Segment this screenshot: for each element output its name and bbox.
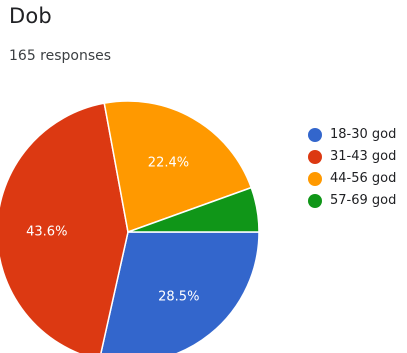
pie-slice-31-43-god[interactable] [0, 102, 129, 353]
response-count: 165 responses [9, 48, 112, 64]
legend-swatch [308, 127, 322, 142]
question-title: Dob [9, 4, 52, 28]
legend-swatch [308, 149, 322, 164]
pie-slice-18-30-god[interactable] [99, 231, 260, 353]
slice-data-label: 28.5% [158, 289, 199, 304]
legend-label: 44-56 god [330, 171, 397, 186]
legend-item[interactable]: 18-30 god [308, 124, 396, 145]
legend-label: 57-69 god [330, 193, 397, 208]
legend-label: 18-30 god [330, 127, 397, 142]
legend-swatch [308, 171, 322, 186]
pie-slice-57-69-god[interactable] [127, 186, 260, 233]
legend-item[interactable]: 57-69 god [308, 190, 396, 211]
slice-data-label: 22.4% [148, 156, 189, 171]
legend-item[interactable]: 44-56 god [308, 168, 396, 189]
legend-swatch [308, 193, 322, 208]
pie-slice-44-56-god[interactable] [103, 100, 253, 234]
legend-label: 31-43 god [330, 149, 397, 164]
slice-data-label: 43.6% [26, 224, 67, 239]
chart-legend: 18-30 god 31-43 god 44-56 god 57-69 god [308, 124, 396, 212]
legend-item[interactable]: 31-43 god [308, 146, 396, 167]
